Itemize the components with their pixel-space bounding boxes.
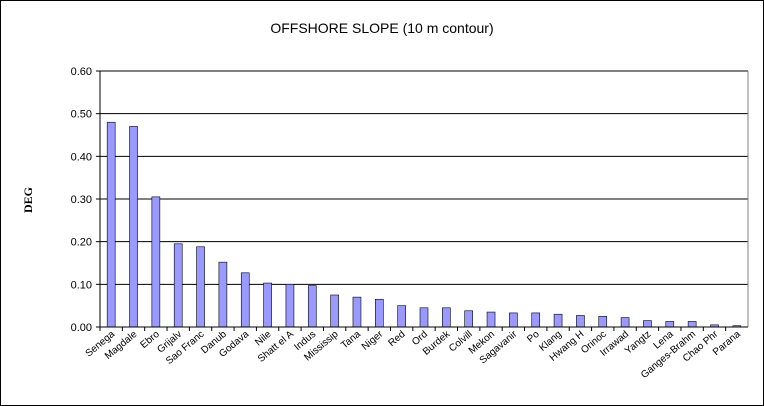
bar xyxy=(106,121,116,328)
bar xyxy=(330,294,339,328)
y-tick-label: 0.00 xyxy=(71,322,92,334)
y-tick-label: 0.20 xyxy=(71,237,92,249)
bar xyxy=(129,126,138,328)
y-tick-label: 0.60 xyxy=(71,66,92,78)
y-tick-label: 0.40 xyxy=(71,151,92,163)
bar xyxy=(352,296,362,328)
bar xyxy=(419,307,429,328)
bar xyxy=(397,305,406,328)
bar xyxy=(687,321,697,328)
bar xyxy=(173,243,183,328)
bar xyxy=(576,315,585,328)
bar xyxy=(307,285,317,328)
bar xyxy=(285,284,295,328)
bar xyxy=(442,307,451,328)
bar xyxy=(240,272,250,328)
y-tick-label: 0.30 xyxy=(71,194,92,206)
bar xyxy=(196,246,205,328)
bar xyxy=(218,261,228,328)
bar xyxy=(486,311,496,328)
bar xyxy=(531,312,541,328)
bar xyxy=(464,310,473,328)
chart-title: OFFSHORE SLOPE (10 m contour) xyxy=(270,20,493,36)
bar xyxy=(509,312,518,328)
bar xyxy=(263,282,272,328)
bar xyxy=(375,298,384,328)
bar xyxy=(553,313,563,328)
bar xyxy=(665,321,675,328)
y-tick-label: 0.50 xyxy=(71,109,92,121)
bar xyxy=(598,316,608,328)
bar xyxy=(620,317,630,328)
bar xyxy=(643,320,652,328)
y-tick-label: 0.10 xyxy=(71,279,92,291)
y-axis-label: DEG xyxy=(21,187,35,213)
bar xyxy=(151,196,161,328)
